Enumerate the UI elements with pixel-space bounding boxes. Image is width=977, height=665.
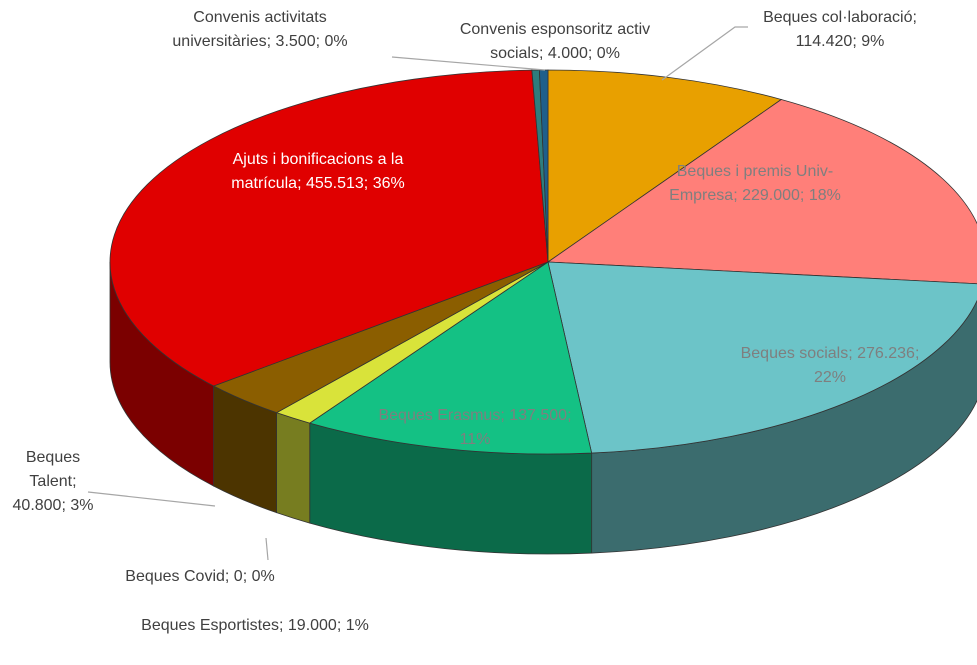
separator: ; — [733, 187, 743, 204]
separator: ; — [315, 33, 325, 50]
value-label: 0 — [233, 568, 243, 585]
separator: ; — [567, 407, 572, 424]
separator: ; — [363, 175, 373, 192]
slice — [308, 261, 593, 455]
leader-line — [391, 56, 546, 71]
percent-label: 36% — [372, 175, 405, 192]
percent-label: 3% — [70, 497, 94, 514]
slice — [546, 99, 977, 285]
value-label: 19.000 — [287, 617, 337, 634]
slice — [547, 69, 783, 263]
percent-label: 0% — [251, 568, 275, 585]
separator: ; — [279, 617, 288, 634]
category-name: Beques Talent — [25, 449, 81, 490]
category-name: Convenis activitats universitàries — [172, 9, 327, 50]
separator: ; — [912, 9, 917, 26]
value-label: 3.500 — [275, 33, 316, 50]
separator: ; — [266, 33, 276, 50]
leader-line — [661, 26, 748, 81]
separator: ; — [72, 473, 77, 490]
data-label: Beques col·laboració; 114.420; 9% — [750, 6, 930, 54]
percent-label: 18% — [808, 187, 841, 204]
value-label: 455.513 — [305, 175, 364, 192]
category-name: Beques col·laboració — [763, 9, 913, 26]
category-name: Beques socials — [740, 345, 849, 362]
value-label: 276.236 — [857, 345, 915, 362]
category-name: Beques i premis Univ-Empresa — [669, 163, 834, 204]
separator: ; — [224, 568, 234, 585]
category-name: Beques Esportistes — [141, 617, 279, 634]
separator: ; — [242, 568, 252, 585]
data-label: Beques Covid; 0; 0% — [125, 565, 275, 589]
percent-label: 11% — [459, 431, 491, 448]
separator: ; — [914, 345, 920, 362]
data-label: Beques Erasmus; 137.500; 11% — [375, 404, 575, 452]
percent-label: 0% — [596, 45, 620, 62]
value-label: 40.800 — [12, 497, 62, 514]
percent-label: 9% — [861, 33, 885, 50]
slice-side — [276, 412, 311, 524]
separator: ; — [538, 45, 548, 62]
percent-label: 1% — [345, 617, 369, 634]
value-label: 229.000 — [742, 187, 800, 204]
separator: ; — [799, 187, 809, 204]
percent-label: 0% — [324, 33, 348, 50]
value-label: 137.500 — [509, 407, 568, 424]
slice — [109, 69, 549, 387]
data-label: Ajuts i bonificacions a la matrícula; 45… — [218, 148, 418, 196]
data-label: Beques i premis Univ-Empresa; 229.000; 1… — [655, 160, 855, 208]
separator: ; — [587, 45, 597, 62]
data-label: Beques Talent; 40.800; 3% — [8, 446, 98, 518]
separator: ; — [852, 33, 862, 50]
data-label: Convenis activitats universitàries; 3.50… — [160, 6, 360, 54]
value-label: 114.420 — [795, 33, 853, 50]
leader-line — [265, 537, 269, 561]
data-label: Beques socials; 276.236; 22% — [730, 342, 930, 390]
category-name: Ajuts i bonificacions a la matrícula — [231, 151, 404, 192]
category-name: Beques Covid — [125, 568, 225, 585]
data-label: Beques Esportistes; 19.000; 1% — [140, 614, 370, 638]
value-label: 4.000 — [547, 45, 588, 62]
category-name: Beques Erasmus — [378, 407, 501, 424]
slice — [547, 261, 977, 454]
separator: ; — [848, 345, 858, 362]
separator: ; — [297, 175, 306, 192]
leader-line — [87, 491, 216, 507]
data-label: Convenis esponsoritz activ socials; 4.00… — [435, 18, 675, 66]
percent-label: 22% — [813, 369, 847, 386]
separator: ; — [500, 407, 510, 424]
separator: ; — [61, 497, 71, 514]
category-name: Convenis esponsoritz activ socials — [459, 21, 651, 62]
separator: ; — [336, 617, 346, 634]
